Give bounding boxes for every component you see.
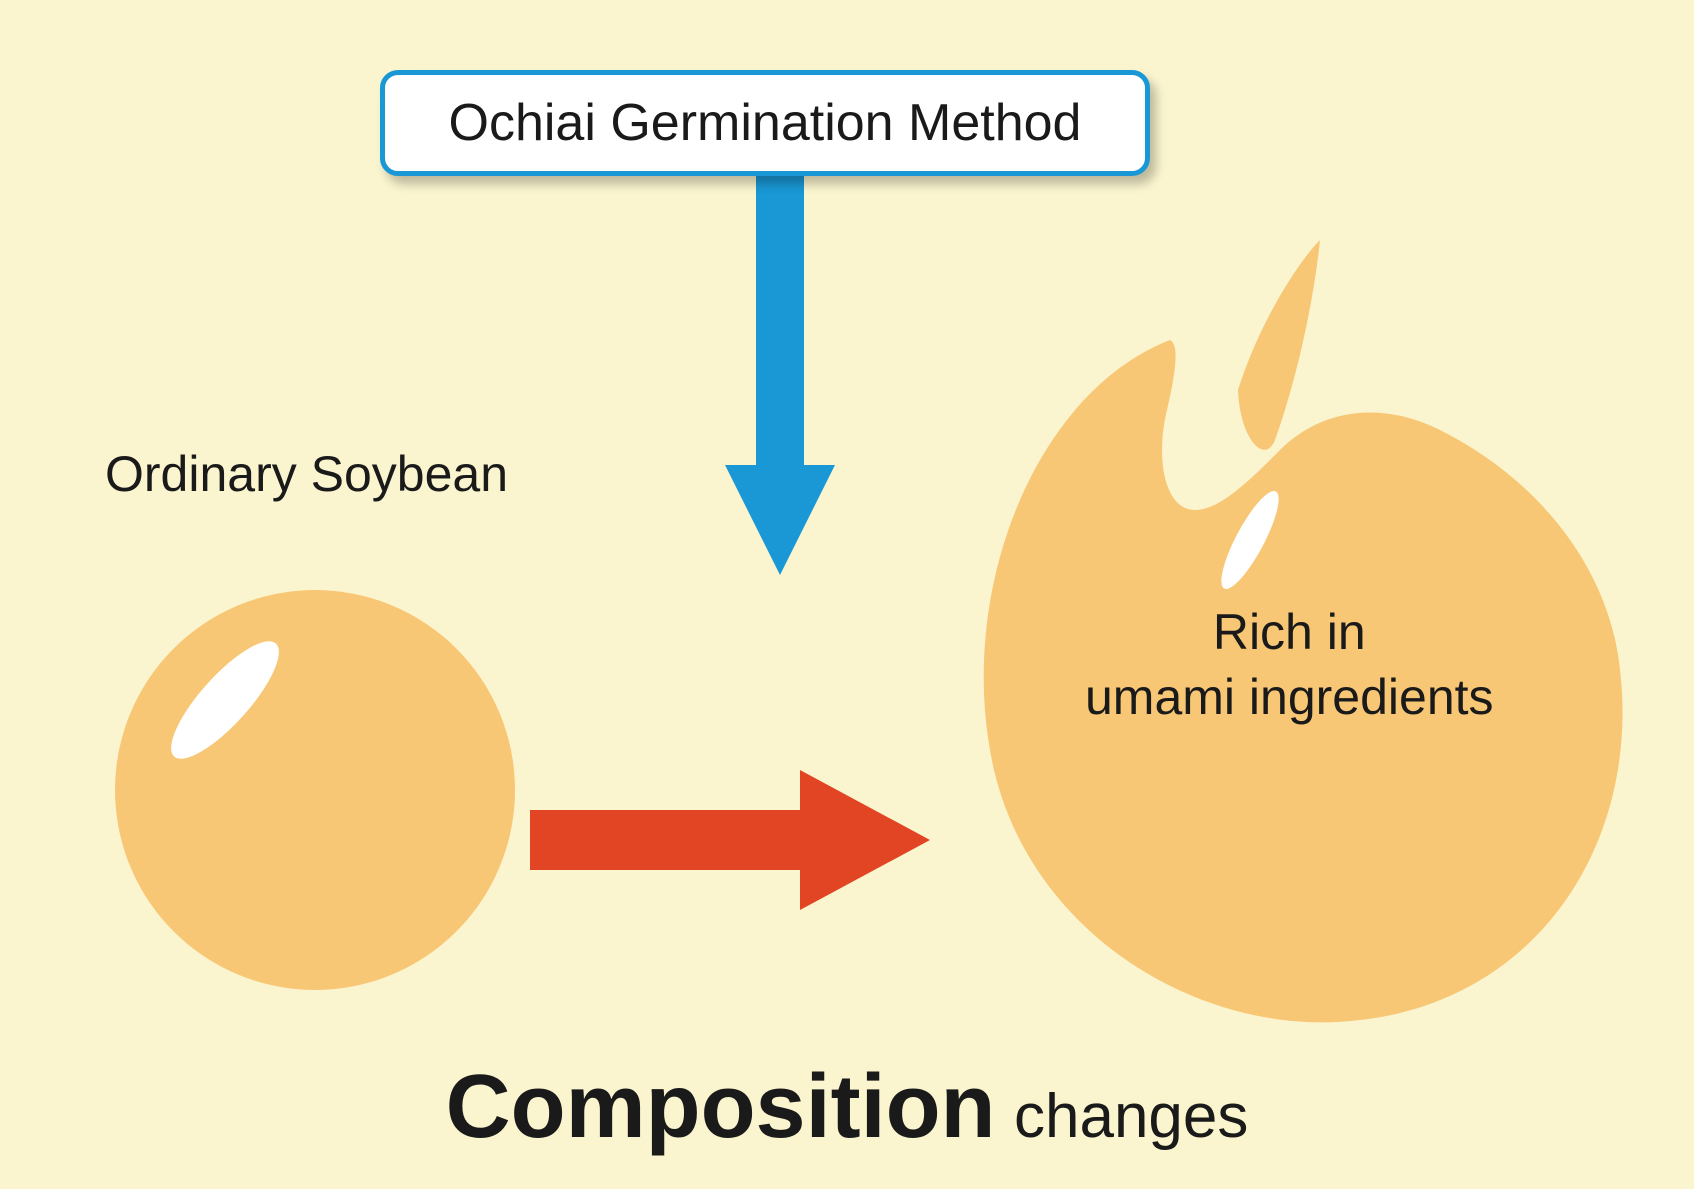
ordinary-soybean-shape (95, 570, 535, 1010)
method-title-box: Ochiai Germination Method (380, 70, 1150, 176)
red-right-arrow (530, 770, 930, 910)
germinated-bean-label: Rich in umami ingredients (1085, 600, 1494, 730)
composition-caption: Composition changes (0, 1056, 1694, 1159)
caption-word-small: changes (1014, 1082, 1248, 1151)
germinated-label-line2: umami ingredients (1085, 665, 1494, 730)
blue-down-arrow (715, 175, 845, 575)
caption-word-big: Composition (446, 1057, 996, 1157)
method-title-text: Ochiai Germination Method (449, 94, 1082, 152)
germinated-label-line1: Rich in (1085, 600, 1494, 665)
ordinary-soybean-label: Ordinary Soybean (105, 445, 508, 503)
